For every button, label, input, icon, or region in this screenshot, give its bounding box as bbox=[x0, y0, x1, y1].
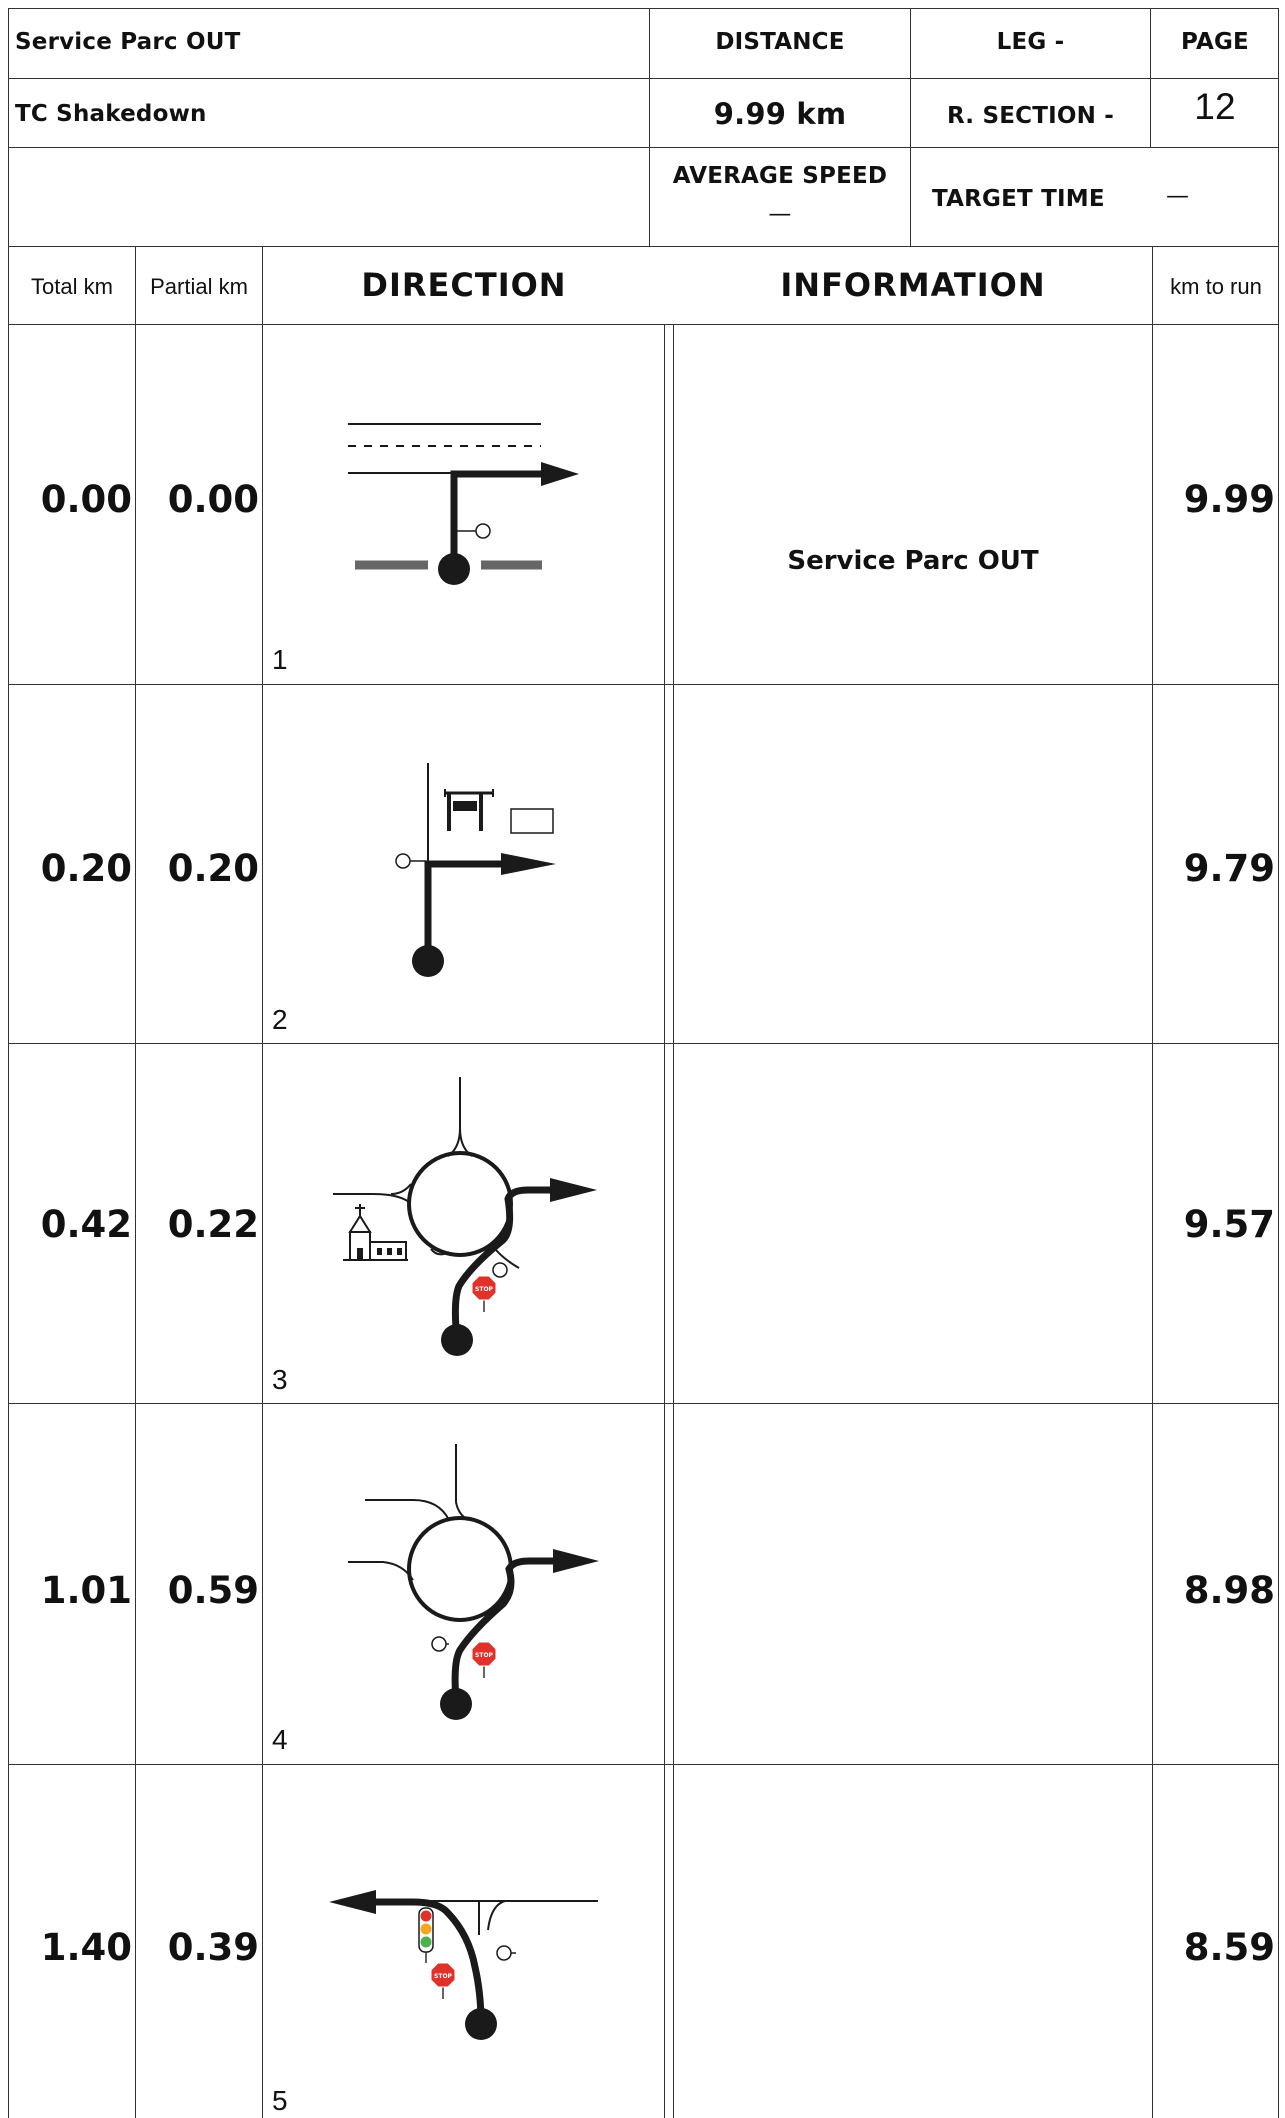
avg-speed-value: — bbox=[768, 201, 792, 227]
stop-sign-icon: STOP bbox=[471, 1641, 497, 1678]
info-text: Service Parc OUT bbox=[787, 546, 1039, 576]
row-divider-1 bbox=[8, 684, 1279, 685]
total-km-value: 0.00 bbox=[40, 478, 132, 521]
leg-label: LEG - bbox=[996, 29, 1065, 55]
avg-speed-label: AVERAGE SPEED bbox=[672, 163, 888, 189]
col-total-km: Total km bbox=[31, 274, 113, 299]
col-divider-direction-a bbox=[664, 324, 665, 2118]
roundabout-stop-icon: STOP bbox=[348, 1444, 599, 1720]
page-label: PAGE bbox=[1181, 29, 1249, 55]
t-junction-left-traffic-light-icon: STOP bbox=[329, 1890, 598, 2040]
partial-km-value: 0.39 bbox=[167, 1926, 259, 1969]
step-number: 1 bbox=[272, 644, 288, 675]
km-to-run-value: 9.99 bbox=[1183, 478, 1275, 521]
step-number: 3 bbox=[272, 1364, 288, 1395]
svg-text:STOP: STOP bbox=[475, 1286, 494, 1293]
row-divider-2 bbox=[8, 1043, 1279, 1044]
partial-km-value: 0.22 bbox=[167, 1203, 259, 1246]
total-km-value: 1.01 bbox=[40, 1569, 132, 1612]
col-divider-total bbox=[135, 246, 136, 2118]
target-time-value: — bbox=[1166, 183, 1190, 209]
total-km-value: 0.20 bbox=[40, 847, 132, 890]
section-label: R. SECTION - bbox=[946, 103, 1115, 129]
header-vline-1 bbox=[649, 8, 650, 247]
header-divider-1 bbox=[8, 78, 1279, 79]
gas-station-icon bbox=[444, 789, 494, 831]
page-number: 12 bbox=[1194, 86, 1236, 127]
partial-km-value: 0.59 bbox=[167, 1569, 259, 1612]
target-time-label: TARGET TIME bbox=[932, 186, 1105, 212]
row-divider-3 bbox=[8, 1403, 1279, 1404]
header-divider-3 bbox=[8, 246, 1279, 247]
stop-sign-icon: STOP bbox=[471, 1275, 497, 1312]
distance-label: DISTANCE bbox=[715, 29, 845, 55]
col-partial-km: Partial km bbox=[150, 274, 248, 299]
distance-value: 9.99 km bbox=[713, 97, 847, 131]
partial-km-value: 0.00 bbox=[167, 478, 259, 521]
col-information: INFORMATION bbox=[780, 266, 1046, 304]
col-km-to-run: km to run bbox=[1170, 274, 1262, 299]
step-number: 5 bbox=[272, 2085, 288, 2116]
roadbook-frame bbox=[8, 8, 1279, 2118]
km-to-run-value: 8.59 bbox=[1183, 1926, 1275, 1969]
stage-title: Service Parc OUT bbox=[15, 29, 241, 55]
roundabout-church-stop-icon: STOP bbox=[333, 1077, 597, 1356]
col-direction: DIRECTION bbox=[361, 266, 567, 304]
column-header-divider bbox=[8, 324, 1279, 325]
stage-subtitle: TC Shakedown bbox=[15, 101, 207, 127]
col-divider-torun bbox=[1152, 246, 1153, 2118]
header-vline-3 bbox=[1150, 8, 1151, 148]
svg-text:STOP: STOP bbox=[434, 1973, 453, 1980]
t-junction-right-icon bbox=[348, 423, 579, 585]
right-turn-gas-station-icon bbox=[395, 763, 556, 977]
km-to-run-value: 9.57 bbox=[1183, 1203, 1275, 1246]
header-vline-2 bbox=[910, 8, 911, 247]
total-km-value: 1.40 bbox=[40, 1926, 132, 1969]
total-km-value: 0.42 bbox=[40, 1203, 132, 1246]
step-number: 2 bbox=[272, 1004, 288, 1035]
km-to-run-value: 9.79 bbox=[1183, 847, 1275, 890]
col-divider-direction-b bbox=[673, 324, 674, 2118]
partial-km-value: 0.20 bbox=[167, 847, 259, 890]
row-divider-4 bbox=[8, 1764, 1279, 1765]
traffic-light-icon bbox=[418, 1907, 434, 1963]
svg-text:STOP: STOP bbox=[475, 1652, 494, 1659]
km-to-run-value: 8.98 bbox=[1183, 1569, 1275, 1612]
step-number: 4 bbox=[272, 1724, 288, 1755]
leg-divider bbox=[910, 78, 1150, 79]
church-icon bbox=[343, 1204, 408, 1261]
stop-sign-icon: STOP bbox=[430, 1962, 456, 1999]
header-divider-2 bbox=[8, 147, 1279, 148]
col-divider-partial bbox=[262, 246, 263, 2118]
